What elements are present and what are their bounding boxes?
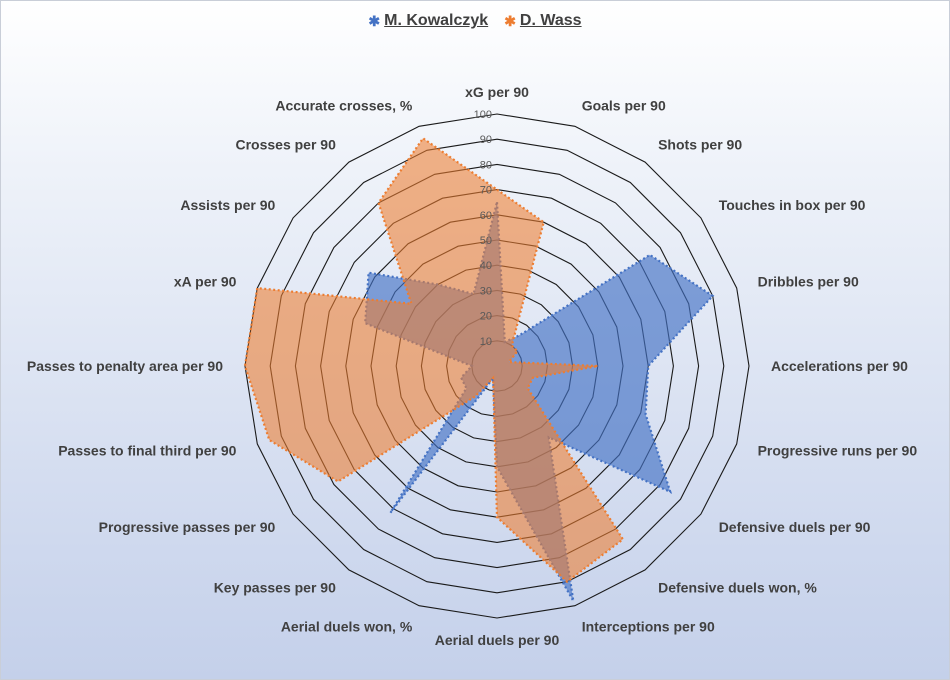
tick-label-100: 100 (474, 109, 492, 121)
tick-label-40: 40 (480, 260, 492, 272)
legend-label-kowalczyk: M. Kowalczyk (384, 12, 489, 29)
tick-label-70: 70 (480, 185, 492, 197)
legend: ✱ M. Kowalczyk ✱ D. Wass (0, 12, 950, 30)
axis-label-10: Aerial duels per 90 (435, 632, 560, 648)
axis-label-18: Crosses per 90 (235, 136, 336, 152)
axis-label-12: Key passes per 90 (214, 580, 336, 596)
axis-label-14: Passes to final third per 90 (58, 443, 236, 459)
axis-label-1: Goals per 90 (582, 97, 666, 113)
tick-label-10: 10 (480, 336, 492, 348)
grid-ring-80 (294, 163, 700, 569)
axis-label-13: Progressive passes per 90 (99, 519, 276, 535)
axis-label-4: Dribbles per 90 (758, 273, 859, 289)
legend-marker-wass: ✱ (504, 13, 516, 29)
tick-label-90: 90 (480, 134, 492, 146)
legend-item-wass[interactable]: ✱ D. Wass (504, 12, 581, 30)
axis-label-8: Defensive duels won, % (658, 580, 817, 596)
axis-label-19: Accurate crosses, % (275, 97, 413, 113)
legend-item-kowalczyk[interactable]: ✱ M. Kowalczyk (368, 12, 488, 30)
axis-label-5: Accelerations per 90 (771, 358, 908, 374)
legend-label-wass: D. Wass (519, 12, 582, 29)
axis-label-3: Touches in box per 90 (719, 197, 866, 213)
axis-label-6: Progressive runs per 90 (758, 443, 918, 459)
tick-label-20: 20 (480, 311, 492, 323)
radar-axis-labels: xG per 90 Goals per 90 Shots per 90 Touches… (27, 84, 917, 648)
tick-label-30: 30 (480, 285, 492, 297)
tick-label-60: 60 (480, 210, 492, 222)
axis-label-11: Aerial duels won, % (281, 619, 413, 635)
tick-label-50: 50 (480, 235, 492, 247)
axis-label-15: Passes to penalty area per 90 (27, 358, 223, 374)
axis-label-2: Shots per 90 (658, 136, 742, 152)
tick-label-80: 80 (480, 159, 492, 171)
radar-series (243, 136, 715, 602)
grid-ring-100 (244, 113, 750, 619)
axis-label-7: Defensive duels per 90 (719, 519, 871, 535)
grid-ring-90 (269, 138, 725, 594)
axis-label-0: xG per 90 (465, 84, 529, 100)
axis-label-16: xA per 90 (174, 273, 237, 289)
radar-tick-labels: 10 20 30 40 50 60 70 80 90 100 (474, 109, 492, 348)
axis-label-17: Assists per 90 (180, 197, 275, 213)
legend-marker-kowalczyk: ✱ (368, 13, 381, 29)
axis-label-9: Interceptions per 90 (582, 619, 715, 635)
